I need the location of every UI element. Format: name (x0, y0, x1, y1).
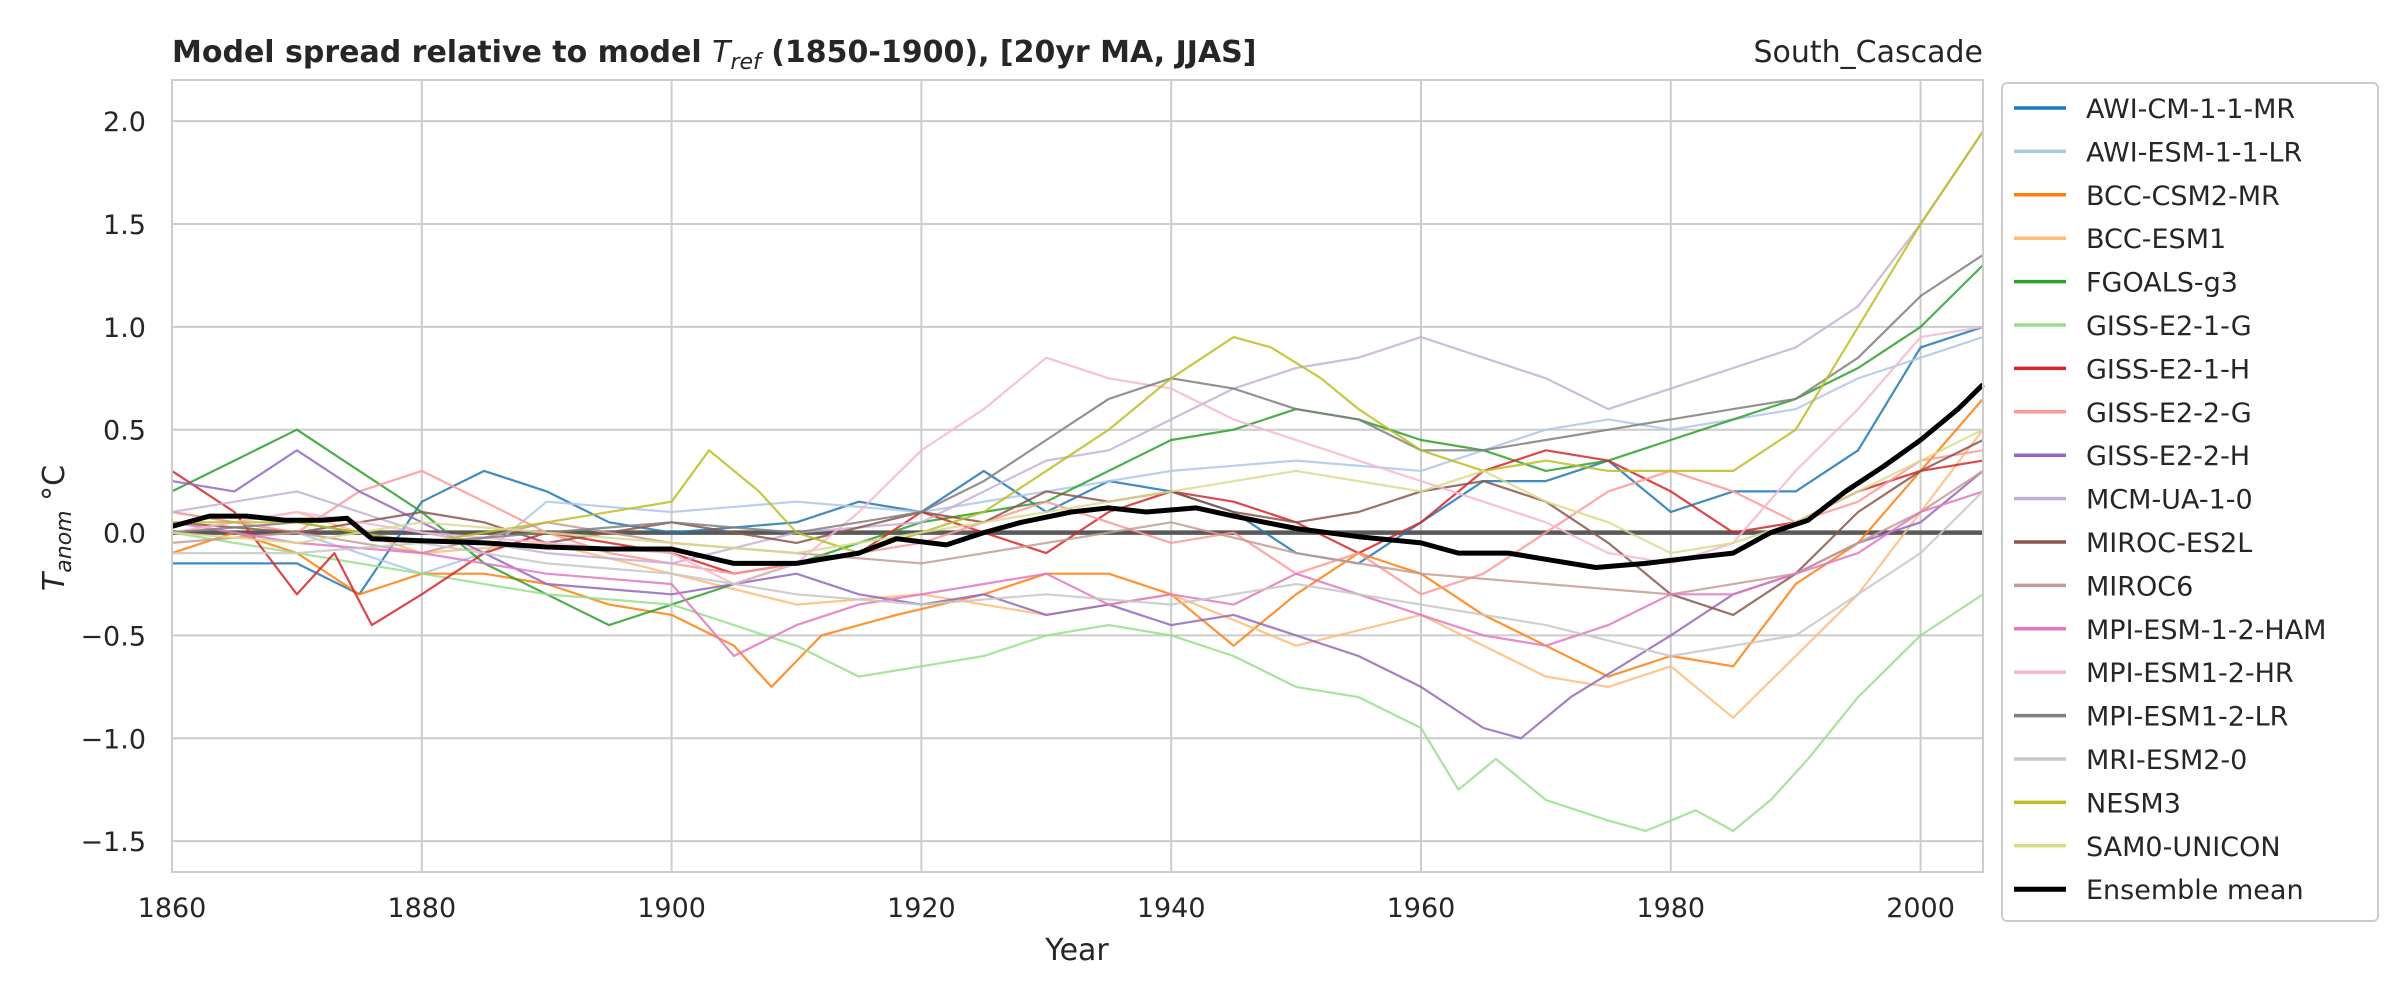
legend: AWI-CM-1-1-MR AWI-ESM-1-1-LR BCC-CSM2-MR BC… (2001, 82, 2379, 922)
series-line-giss-e2-1-g (171, 531, 1984, 832)
series-line-mpi-esm1-2-lr (171, 253, 1984, 544)
legend-label: MPI-ESM-1-2-HAM (2086, 615, 2326, 646)
legend-item: GISS-E2-1-H (2014, 354, 2250, 385)
y-tick-labels: 2.0 1.5 1.0 0.5 0.0 −0.5 −1.0 −1.5 (80, 107, 146, 858)
legend-label: MRI-ESM2-0 (2086, 745, 2247, 776)
legend-item: Ensemble mean (2014, 875, 2304, 906)
x-tick-label: 1860 (138, 893, 207, 924)
legend-label: Ensemble mean (2086, 875, 2304, 906)
series-lines (171, 130, 1985, 832)
x-tick-label: 1900 (637, 893, 706, 924)
legend-label: FGOALS-g3 (2086, 268, 2238, 299)
legend-item: NESM3 (2014, 788, 2181, 819)
series-line-nesm3 (172, 130, 1984, 555)
legend-label: AWI-CM-1-1-MR (2086, 94, 2295, 125)
x-tick-label: 1920 (887, 893, 956, 924)
title-prefix: Model spread relative to model (172, 35, 712, 70)
y-tick-label: 2.0 (103, 107, 146, 138)
title-symbol: T (712, 35, 733, 70)
series-line-giss-e2-2-g (171, 449, 1984, 596)
title-suffix: (1850-1900), [20yr MA, JJAS] (761, 35, 1257, 70)
series-line-mpi-esm1-2-hr (171, 325, 1984, 586)
y-label-symbol: T (37, 570, 72, 591)
legend-item: MPI-ESM1-2-LR (2014, 702, 2288, 733)
legend-item: BCC-CSM2-MR (2014, 181, 2280, 212)
series-line-ensemble-mean (171, 382, 1985, 570)
y-tick-label: 1.0 (103, 313, 146, 344)
legend-item: MRI-ESM2-0 (2014, 745, 2247, 776)
legend-label: AWI-ESM-1-1-LR (2086, 137, 2302, 168)
legend-label: MIROC-ES2L (2086, 528, 2252, 559)
legend-item: MPI-ESM-1-2-HAM (2014, 615, 2326, 646)
x-tick-label: 1960 (1387, 893, 1456, 924)
legend-label: MPI-ESM1-2-LR (2086, 702, 2288, 733)
legend-item: GISS-E2-2-H (2014, 441, 2250, 472)
legend-label: GISS-E2-2-H (2086, 441, 2250, 472)
x-tick-labels: 1860 1880 1900 1920 1940 1960 1980 2000 (138, 893, 1955, 924)
x-tick-label: 1980 (1636, 893, 1705, 924)
legend-item: MIROC6 (2014, 571, 2193, 602)
legend-item: SAM0-UNICON (2014, 832, 2281, 863)
legend-label: MCM-UA-1-0 (2086, 485, 2253, 516)
legend-item: MCM-UA-1-0 (2014, 485, 2253, 516)
y-tick-label: 0.0 (103, 519, 146, 550)
legend-label: GISS-E2-1-G (2086, 311, 2252, 342)
y-axis-label: Tanom °C (37, 465, 77, 591)
legend-item: BCC-ESM1 (2014, 224, 2226, 255)
legend-item: AWI-ESM-1-1-LR (2014, 137, 2302, 168)
x-tick-label: 1940 (1137, 893, 1206, 924)
y-tick-label: 0.5 (103, 416, 146, 447)
legend-label: MPI-ESM1-2-HR (2086, 658, 2294, 689)
series-line-fgoals-g3 (171, 264, 1984, 627)
x-tick-label: 2000 (1886, 893, 1955, 924)
y-tick-label: 1.5 (103, 210, 146, 241)
grid (171, 80, 1983, 872)
legend-label: GISS-E2-2-G (2086, 398, 2252, 429)
legend-label: BCC-ESM1 (2086, 224, 2226, 255)
legend-item: MPI-ESM1-2-HR (2014, 658, 2294, 689)
legend-label: BCC-CSM2-MR (2086, 181, 2280, 212)
y-tick-label: −1.0 (80, 724, 146, 755)
series-line-awi-cm-1-1-mr (172, 325, 1984, 596)
legend-label: SAM0-UNICON (2086, 832, 2281, 863)
region-label: South_Cascade (1753, 35, 1983, 70)
y-label-subscript: anom (52, 510, 77, 572)
legend-item: GISS-E2-2-G (2014, 398, 2252, 429)
legend-label: NESM3 (2086, 788, 2181, 819)
legend-label: MIROC6 (2086, 571, 2193, 602)
legend-item: AWI-CM-1-1-MR (2014, 94, 2295, 125)
x-axis-label: Year (1044, 933, 1109, 968)
y-tick-label: −1.5 (80, 827, 146, 858)
title-subscript: ref (730, 50, 764, 75)
series-line-bcc-csm2-mr (171, 398, 1984, 688)
legend-item: MIROC-ES2L (2014, 528, 2252, 559)
series-line-giss-e2-1-h (171, 449, 1984, 627)
legend-label: GISS-E2-1-H (2086, 354, 2250, 385)
y-label-unit: °C (37, 465, 72, 510)
plot-frame (171, 79, 1984, 873)
x-tick-label: 1880 (387, 893, 456, 924)
y-tick-label: −0.5 (80, 621, 146, 652)
series-line-mri-esm2-0 (172, 490, 1984, 658)
series-line-mcm-ua-1-0 (171, 130, 1984, 565)
legend-item: GISS-E2-1-G (2014, 311, 2252, 342)
legend-item: FGOALS-g3 (2014, 268, 2238, 299)
chart-title: Model spread relative to model Tref (185… (172, 35, 1257, 75)
legend-frame (2001, 82, 2379, 922)
